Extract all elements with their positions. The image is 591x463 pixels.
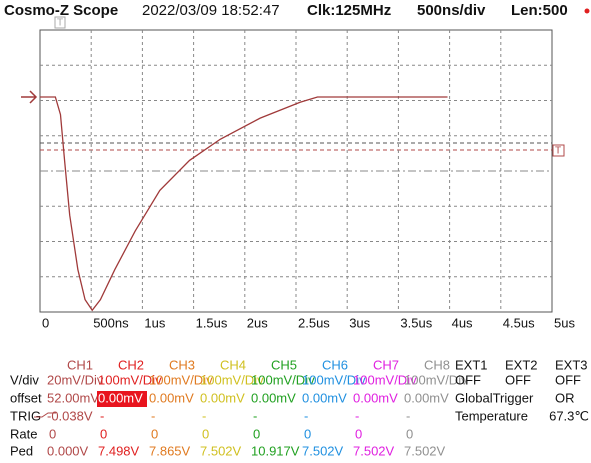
x-tick-label: 3.5us xyxy=(400,315,432,330)
timebase: 500ns/div xyxy=(417,2,486,19)
channel-ped: 0.000V xyxy=(47,443,89,458)
x-tick-label: 500ns xyxy=(93,315,129,330)
trigger-level-glyph: T xyxy=(555,146,561,157)
channel-rate: 0 xyxy=(151,426,158,441)
channel-vdiv: 100mV/Div xyxy=(251,372,315,387)
channel-ped: 7.502V xyxy=(353,443,395,458)
channel-trig: -0.038V xyxy=(47,408,93,423)
channel-vdiv: 100mV/Div xyxy=(149,372,213,387)
channel-rate: 0 xyxy=(406,426,413,441)
channel-name: CH7 xyxy=(373,357,399,372)
channel-trig: - xyxy=(253,408,257,423)
trigger-pos-glyph: T xyxy=(57,18,63,29)
x-tick-label: 2.5us xyxy=(298,315,330,330)
row-label: Rate xyxy=(10,426,37,441)
channel-vdiv: 20mV/Div xyxy=(47,372,104,387)
channel-offset: 52.00mV xyxy=(47,390,99,405)
channel-offset: 0.00mV xyxy=(149,390,194,405)
channel-ped: 7.502V xyxy=(302,443,344,458)
temperature-label: Temperature xyxy=(455,408,528,423)
ch1-offset-arrow xyxy=(21,90,38,104)
channel-ped: 7.865V xyxy=(149,443,191,458)
x-tick-label: 4us xyxy=(452,315,473,330)
x-tick-label: 4.5us xyxy=(503,315,535,330)
row-label: Ped xyxy=(10,443,33,458)
channel-vdiv: 100mV/Div xyxy=(404,372,468,387)
ext-name: EXT2 xyxy=(505,357,538,372)
channel-trig: - xyxy=(304,408,308,423)
channel-rate: 0 xyxy=(253,426,260,441)
channel-ped: 7.498V xyxy=(98,443,140,458)
datetime: 2022/03/09 18:52:47 xyxy=(142,2,280,19)
channel-offset: 0.00mV xyxy=(353,390,398,405)
channel-rate: 0 xyxy=(355,426,362,441)
row-label: offset xyxy=(10,390,42,405)
length: Len:500 xyxy=(511,2,568,19)
channel-trig: - xyxy=(355,408,359,423)
x-tick-label: 1us xyxy=(144,315,165,330)
ext-state: OFF xyxy=(555,372,581,387)
global-trigger-label: GlobalTrigger xyxy=(455,390,534,405)
trigger-pos-marker xyxy=(54,16,66,29)
row-label: V/div xyxy=(10,372,39,387)
ext-name: EXT3 xyxy=(555,357,588,372)
temperature-value: 67.3℃ xyxy=(549,408,589,423)
channel-offset: 0.00mV xyxy=(302,390,347,405)
clock: Clk:125MHz xyxy=(307,2,391,19)
channel-offset: 0.00mV xyxy=(404,390,449,405)
status-dot xyxy=(584,8,590,14)
channel-ped: 7.502V xyxy=(404,443,446,458)
row-label: TRIG xyxy=(10,408,41,423)
channel-ped: 10.917V xyxy=(251,443,300,458)
channel-vdiv: 100mV/Div xyxy=(98,372,162,387)
selected-cell xyxy=(97,391,147,407)
trig-edge-icon xyxy=(34,412,56,418)
x-tick-label: 3us xyxy=(349,315,370,330)
channel-name: CH2 xyxy=(118,357,144,372)
x-tick-label: 2us xyxy=(247,315,268,330)
channel-name: CH1 xyxy=(67,357,93,372)
h-grid xyxy=(40,64,552,278)
waveform xyxy=(40,96,448,312)
ext-state: OFF xyxy=(505,372,531,387)
channel-ped: 7.502V xyxy=(200,443,242,458)
trigger-level-marker xyxy=(552,144,565,157)
x-tick-label: 5us xyxy=(554,315,575,330)
x-tick-label: 0 xyxy=(42,315,49,330)
channel-rate: 0 xyxy=(304,426,311,441)
global-trigger-value: OR xyxy=(555,390,575,405)
channel-name: CH6 xyxy=(322,357,348,372)
channel-trig: - xyxy=(202,408,206,423)
channel-rate: 0 xyxy=(100,426,107,441)
channel-trig: - xyxy=(151,408,155,423)
channel-name: CH3 xyxy=(169,357,195,372)
channel-name: CH8 xyxy=(424,357,450,372)
channel-offset: 0.00mV xyxy=(200,390,245,405)
channel-name: CH5 xyxy=(271,357,297,372)
channel-trig: - xyxy=(100,408,104,423)
app-title: Cosmo-Z Scope xyxy=(4,2,118,19)
ext-state: OFF xyxy=(455,372,481,387)
channel-vdiv: 100mV/Div xyxy=(302,372,366,387)
channel-rate: 0 xyxy=(49,426,56,441)
channel-vdiv: 100mV/Div xyxy=(353,372,417,387)
channel-vdiv: 100mV/Div xyxy=(200,372,264,387)
x-tick-label: 1.5us xyxy=(196,315,228,330)
ext-name: EXT1 xyxy=(455,357,488,372)
channel-trig: - xyxy=(406,408,410,423)
channel-name: CH4 xyxy=(220,357,246,372)
channel-offset: 0.00mV xyxy=(98,390,143,405)
channel-rate: 0 xyxy=(202,426,209,441)
channel-offset: 0.00mV xyxy=(251,390,296,405)
